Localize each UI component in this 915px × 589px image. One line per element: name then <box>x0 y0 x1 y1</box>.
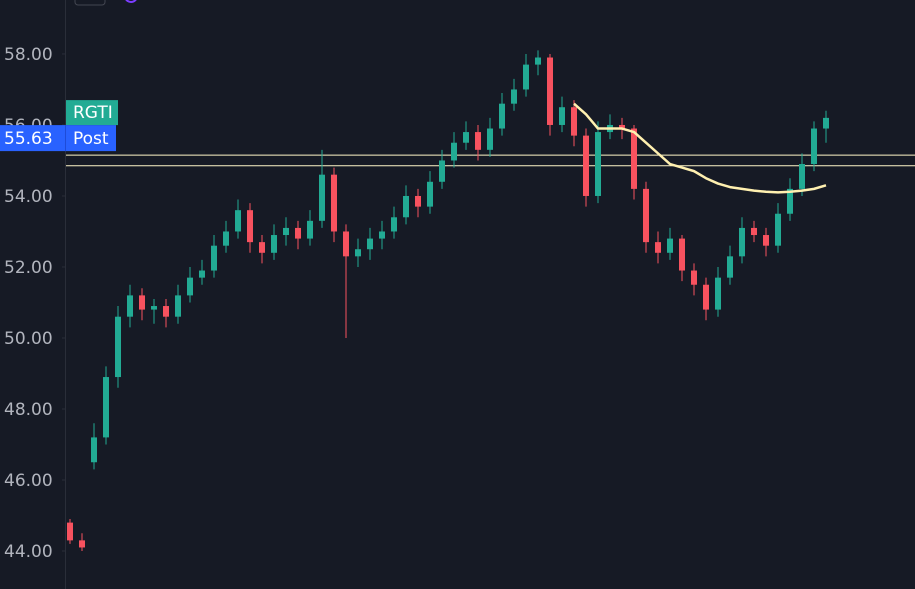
y-tick-label: 46.00 <box>4 471 53 491</box>
candle-body <box>103 377 109 438</box>
candle-body <box>751 227 757 236</box>
candle-body <box>643 188 649 243</box>
candle-body <box>295 227 301 239</box>
y-tick-label: 48.00 <box>4 400 53 420</box>
candle-body <box>331 174 337 232</box>
candle-body <box>559 107 565 125</box>
candle-body <box>823 117 829 129</box>
candle-body <box>451 142 457 161</box>
candle-body <box>427 181 433 207</box>
candle-body <box>211 245 217 271</box>
candle-body <box>415 195 421 207</box>
candle-body <box>235 210 241 232</box>
session-label: Post <box>73 129 109 149</box>
candle-body <box>679 238 685 271</box>
y-tick-label: 58.00 <box>4 45 53 65</box>
candle-body <box>115 316 121 378</box>
candle-body <box>763 235 769 246</box>
candle-body <box>739 227 745 257</box>
candle-body <box>187 277 193 296</box>
candle-body <box>319 174 325 221</box>
symbol-badge <box>66 100 118 126</box>
candle-body <box>367 238 373 250</box>
candle-body <box>691 270 697 285</box>
candle-body <box>199 270 205 278</box>
price-badge <box>0 125 116 152</box>
candle-body <box>799 164 805 189</box>
candle-body <box>379 231 385 239</box>
candle-body <box>67 522 73 541</box>
candle-body <box>499 103 505 129</box>
candle-body <box>595 132 601 196</box>
candle-body <box>403 195 409 218</box>
price-label: 55.63 <box>4 129 53 149</box>
candle-body <box>523 64 529 90</box>
candle-body <box>787 188 793 214</box>
candle-body <box>223 231 229 246</box>
candle-body <box>775 213 781 246</box>
candle-body <box>79 540 85 548</box>
candle-body <box>271 235 277 253</box>
candle-body <box>535 57 541 65</box>
candle-body <box>583 135 589 196</box>
candle-body <box>247 210 253 243</box>
candle-body <box>163 306 169 317</box>
candle-body <box>487 128 493 150</box>
candle-body <box>667 238 673 253</box>
candle-body <box>703 284 709 310</box>
toolbar-button[interactable] <box>74 0 106 6</box>
candle-body <box>91 437 97 463</box>
candle-body <box>139 295 145 310</box>
candle-body <box>439 160 445 182</box>
candle-body <box>127 295 133 317</box>
candle-body <box>571 107 577 136</box>
candle-body <box>175 295 181 317</box>
candle-body <box>475 132 481 150</box>
candle-body <box>511 89 517 104</box>
y-tick-label: 52.00 <box>4 258 53 278</box>
candle-body <box>547 57 553 125</box>
candle-body <box>619 124 625 129</box>
y-tick-label: 50.00 <box>4 329 53 349</box>
candle-body <box>343 231 349 257</box>
candle-body <box>463 132 469 143</box>
candle-body <box>307 220 313 239</box>
candle-body <box>631 128 637 189</box>
candle-body <box>655 242 661 253</box>
toolbar-icon[interactable] <box>125 0 137 3</box>
candle-body <box>715 277 721 310</box>
candle-body <box>151 306 157 310</box>
y-tick-label: 54.00 <box>4 187 53 207</box>
candle-body <box>283 227 289 236</box>
candle-body <box>727 256 733 278</box>
candle-body <box>355 249 361 257</box>
overlay-line <box>573 102 827 194</box>
candle-body <box>391 217 397 232</box>
candle-body <box>259 242 265 253</box>
symbol-label: RGTI <box>73 103 113 123</box>
y-tick-label: 44.00 <box>4 542 53 562</box>
candle-body <box>811 128 817 165</box>
